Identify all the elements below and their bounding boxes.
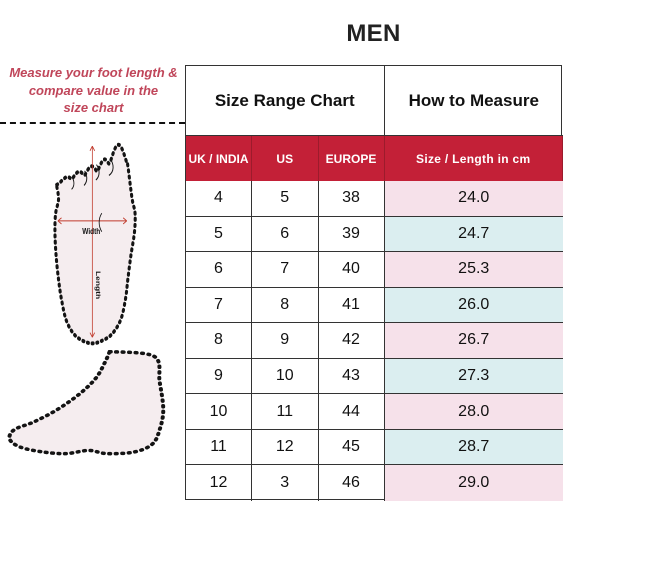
svg-text:Width: Width xyxy=(82,226,100,236)
svg-text:Length: Length xyxy=(94,271,102,300)
